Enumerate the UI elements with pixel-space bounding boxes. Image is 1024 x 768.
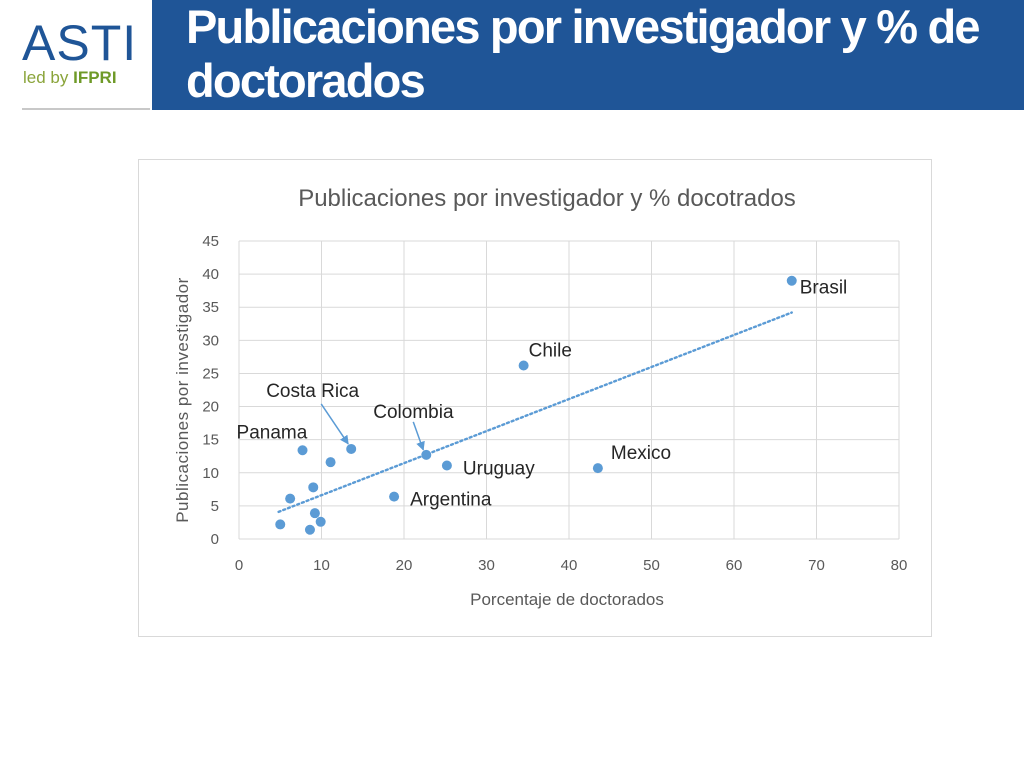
chart-title: Publicaciones por investigador y % docot…: [298, 185, 796, 212]
logo-tagline-org: IFPRI: [73, 68, 117, 87]
x-tick-label: 40: [561, 557, 578, 574]
data-point-colombia: [421, 449, 432, 460]
data-label: Panama: [237, 422, 308, 443]
data-point: [304, 524, 315, 535]
y-tick-label: 20: [202, 399, 219, 416]
labels-layer: Brasil Chile Mexico Uruguay Argentina Colombi…: [237, 278, 848, 511]
callout-arrow: [412, 421, 425, 451]
logo: ASTI led by IFPRI: [0, 0, 152, 110]
data-point: [315, 516, 326, 527]
data-label: Costa Rica: [266, 381, 359, 402]
data-point-brasil: [786, 275, 797, 286]
data-point-argentina: [389, 491, 400, 502]
chart-frame: Publicaciones por investigador y % docot…: [138, 159, 932, 637]
y-tick-label: 10: [202, 465, 219, 482]
y-axis-label: Publicaciones por investigador: [173, 277, 192, 523]
data-label: Argentina: [410, 490, 492, 511]
y-tick-label: 5: [211, 498, 219, 515]
x-tick-label: 0: [235, 557, 243, 574]
data-point: [275, 519, 286, 530]
y-tick-label: 30: [202, 332, 219, 349]
y-tick-label: 45: [202, 233, 219, 250]
x-tick-label: 20: [396, 557, 413, 574]
data-point-costa-rica: [346, 443, 357, 454]
annotations-layer: [320, 403, 425, 451]
data-point: [308, 482, 319, 493]
data-label: Chile: [529, 340, 572, 361]
data-point-uruguay: [441, 460, 452, 471]
logo-divider: [22, 108, 150, 110]
logo-tagline-prefix: led by: [23, 68, 74, 87]
trendline-layer: [277, 311, 793, 514]
y-tick-label: 35: [202, 299, 219, 316]
x-tick-label: 10: [313, 557, 330, 574]
data-point: [309, 508, 320, 519]
header-bar: [152, 0, 1024, 110]
grid: [238, 240, 900, 540]
x-axis-label: Porcentaje de doctorados: [470, 590, 664, 609]
x-tick-label: 70: [808, 557, 825, 574]
page-title: Publicaciones por investigador y % de do…: [186, 0, 981, 107]
data-label: Colombia: [373, 402, 454, 423]
logo-tagline: led by IFPRI: [23, 68, 117, 88]
logo-wordmark: ASTI: [22, 15, 138, 71]
data-point-panama: [297, 445, 308, 456]
axis-ticks: 0 10 20 30 40 50 60 70 80 0 5 10 15 20 25 30 35 40 45: [202, 233, 907, 574]
trendline: [277, 311, 793, 514]
scatter-chart: Publicaciones por investigador y % docot…: [173, 185, 907, 609]
points-layer: [275, 275, 797, 535]
y-tick-label: 40: [202, 266, 219, 283]
callout-arrow: [320, 403, 349, 445]
x-tick-label: 50: [643, 557, 660, 574]
data-label: Uruguay: [463, 458, 535, 479]
y-tick-label: 15: [202, 432, 219, 449]
data-label: Brasil: [800, 278, 848, 299]
data-label: Mexico: [611, 443, 671, 464]
data-point: [285, 493, 296, 504]
y-tick-label: 0: [211, 531, 219, 548]
data-point-chile: [518, 360, 529, 371]
data-point: [325, 457, 336, 468]
data-point-mexico: [592, 463, 603, 474]
x-tick-label: 80: [891, 557, 908, 574]
x-tick-label: 60: [726, 557, 743, 574]
x-tick-label: 30: [478, 557, 495, 574]
y-tick-label: 25: [202, 365, 219, 382]
